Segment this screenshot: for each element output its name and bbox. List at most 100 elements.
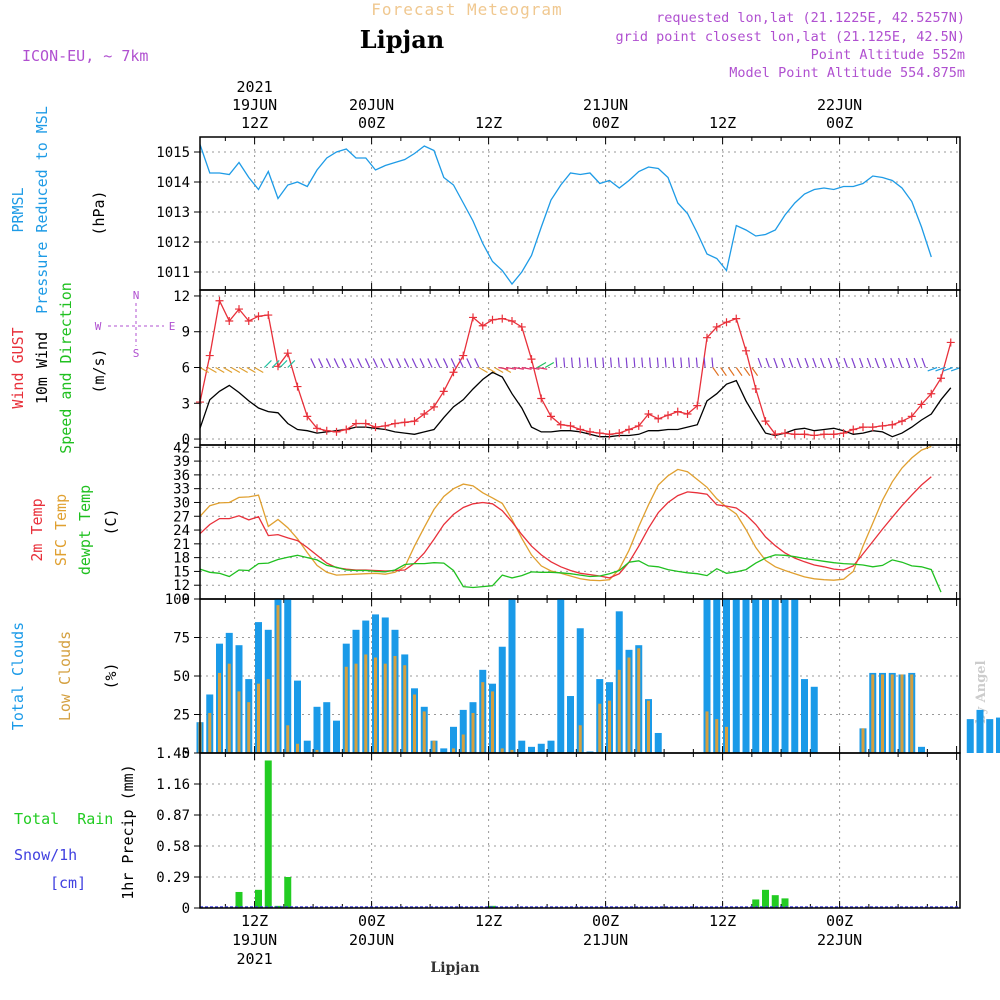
total-cloud-bar bbox=[996, 717, 1000, 753]
wind-speed-line bbox=[199, 371, 952, 438]
gust-marker bbox=[352, 419, 360, 428]
wind-direction-arrow bbox=[950, 366, 961, 372]
precip-title-1: Total Rain bbox=[14, 810, 113, 828]
top-hour-label: 00Z bbox=[826, 114, 853, 132]
gust-marker bbox=[605, 430, 614, 439]
wind-direction-arrow bbox=[279, 360, 288, 368]
footer-location: Lipjan bbox=[430, 960, 479, 976]
low-cloud-bar bbox=[296, 743, 299, 753]
gust-marker bbox=[634, 421, 643, 430]
gust-marker bbox=[859, 423, 867, 432]
compass-e: E bbox=[169, 320, 176, 333]
gust-marker bbox=[888, 420, 897, 429]
low-cloud-bar bbox=[881, 674, 884, 753]
wind-direction-arrow bbox=[641, 357, 644, 368]
gust-marker bbox=[244, 317, 253, 325]
rain-bar bbox=[264, 760, 272, 908]
gust-marker bbox=[839, 429, 848, 438]
model-point-altitude: Model Point Altitude 554.875m bbox=[729, 65, 965, 81]
low-cloud-bar bbox=[432, 740, 436, 753]
wind-direction-arrow bbox=[935, 366, 946, 372]
gust-marker bbox=[810, 431, 819, 440]
wind-direction-arrow bbox=[537, 366, 548, 370]
wind-direction-arrow bbox=[812, 357, 817, 368]
gust-marker bbox=[703, 333, 711, 342]
y-tick-label: 1011 bbox=[156, 265, 190, 281]
temp-2m-line bbox=[199, 476, 932, 579]
gust-marker bbox=[917, 400, 926, 409]
wind-direction-arrow bbox=[866, 357, 872, 368]
total-cloud-bar bbox=[313, 706, 321, 753]
wind-title-2: 10m Wind bbox=[33, 332, 51, 404]
gust-marker bbox=[527, 355, 536, 364]
wind-direction-arrow bbox=[578, 357, 581, 368]
panel-pressure: 1011 1012 1013 1014 1015 bbox=[156, 136, 961, 291]
wind-direction-arrow bbox=[403, 358, 410, 368]
low-cloud-bar bbox=[315, 749, 319, 753]
y-tick-label: 1012 bbox=[156, 235, 190, 251]
y-tick-label: 36 bbox=[173, 468, 190, 484]
wind-direction-arrow bbox=[905, 357, 911, 368]
y-tick-label: 50 bbox=[173, 669, 190, 685]
total-cloud-bar bbox=[459, 709, 467, 753]
wind-direction-arrow bbox=[486, 366, 496, 374]
rain-bar bbox=[752, 899, 760, 908]
total-cloud-bar bbox=[537, 743, 545, 753]
low-cloud-bar bbox=[500, 748, 504, 753]
gust-marker bbox=[712, 322, 721, 331]
low-cloud-bar bbox=[725, 726, 728, 753]
bottom-date-label: 21JUN bbox=[583, 931, 628, 949]
y-tick-label: 39 bbox=[173, 454, 190, 470]
cloud-panel-titles: Total Clouds Low Clouds (%) bbox=[9, 622, 120, 730]
low-cloud-bar bbox=[910, 674, 914, 753]
low-cloud-bar bbox=[208, 712, 212, 753]
wind-direction-arrow bbox=[874, 357, 880, 368]
wind-direction-arrow bbox=[537, 361, 547, 369]
wind-direction-arrow bbox=[357, 358, 363, 368]
gust-marker bbox=[732, 314, 741, 323]
gust-marker bbox=[586, 427, 594, 436]
low-cloud-bar bbox=[354, 663, 358, 753]
rain-bar bbox=[762, 889, 769, 908]
wind-direction-arrow bbox=[890, 357, 895, 368]
total-cloud-bar bbox=[518, 740, 526, 753]
wind-direction-arrow bbox=[411, 358, 417, 368]
y-tick-label: 18 bbox=[173, 551, 190, 567]
gust-marker bbox=[547, 412, 555, 421]
low-cloud-bar bbox=[257, 683, 260, 753]
gust-marker bbox=[829, 430, 838, 439]
gust-marker bbox=[693, 401, 702, 410]
wind-direction-arrow bbox=[529, 366, 540, 370]
y-tick-label: 1013 bbox=[156, 205, 190, 221]
rain-bar bbox=[284, 877, 292, 908]
bottom-date-label: 20JUN bbox=[349, 931, 394, 949]
top-year-label: 2021 bbox=[237, 78, 273, 96]
wind-direction-arrow bbox=[757, 357, 763, 368]
total-cloud-bar bbox=[323, 702, 331, 753]
wind-gust-line bbox=[199, 298, 952, 437]
total-cloud-bar bbox=[742, 599, 750, 753]
y-tick-label: 1014 bbox=[156, 175, 190, 191]
gust-marker bbox=[654, 414, 663, 423]
location-title: Lipjan bbox=[360, 25, 444, 54]
wind-direction-arrow bbox=[246, 366, 256, 374]
total-cloud-bar bbox=[713, 599, 721, 753]
low-cloud-bar bbox=[890, 674, 894, 753]
wind-direction-arrow bbox=[263, 360, 272, 368]
wind-direction-arrow bbox=[199, 366, 209, 374]
temp-panel-titles: 2m Temp SFC Temp dewpt Temp (C) bbox=[28, 485, 120, 575]
low-cloud-bar bbox=[276, 605, 280, 753]
low-cloud-bar bbox=[900, 674, 904, 753]
wind-direction-arrow bbox=[695, 357, 698, 368]
gust-marker bbox=[556, 420, 565, 429]
low-cloud-bar bbox=[617, 669, 621, 753]
wind-direction-arrow bbox=[781, 357, 786, 368]
total-cloud-bar bbox=[918, 746, 925, 753]
y-tick-label: 30 bbox=[173, 495, 190, 511]
gust-marker bbox=[576, 425, 585, 434]
total-cloud-bar bbox=[440, 748, 448, 753]
gust-marker bbox=[225, 317, 234, 325]
low-cloud-bar bbox=[452, 748, 455, 753]
wind-direction-arrow bbox=[325, 358, 332, 368]
y-tick-label: 27 bbox=[173, 509, 190, 525]
